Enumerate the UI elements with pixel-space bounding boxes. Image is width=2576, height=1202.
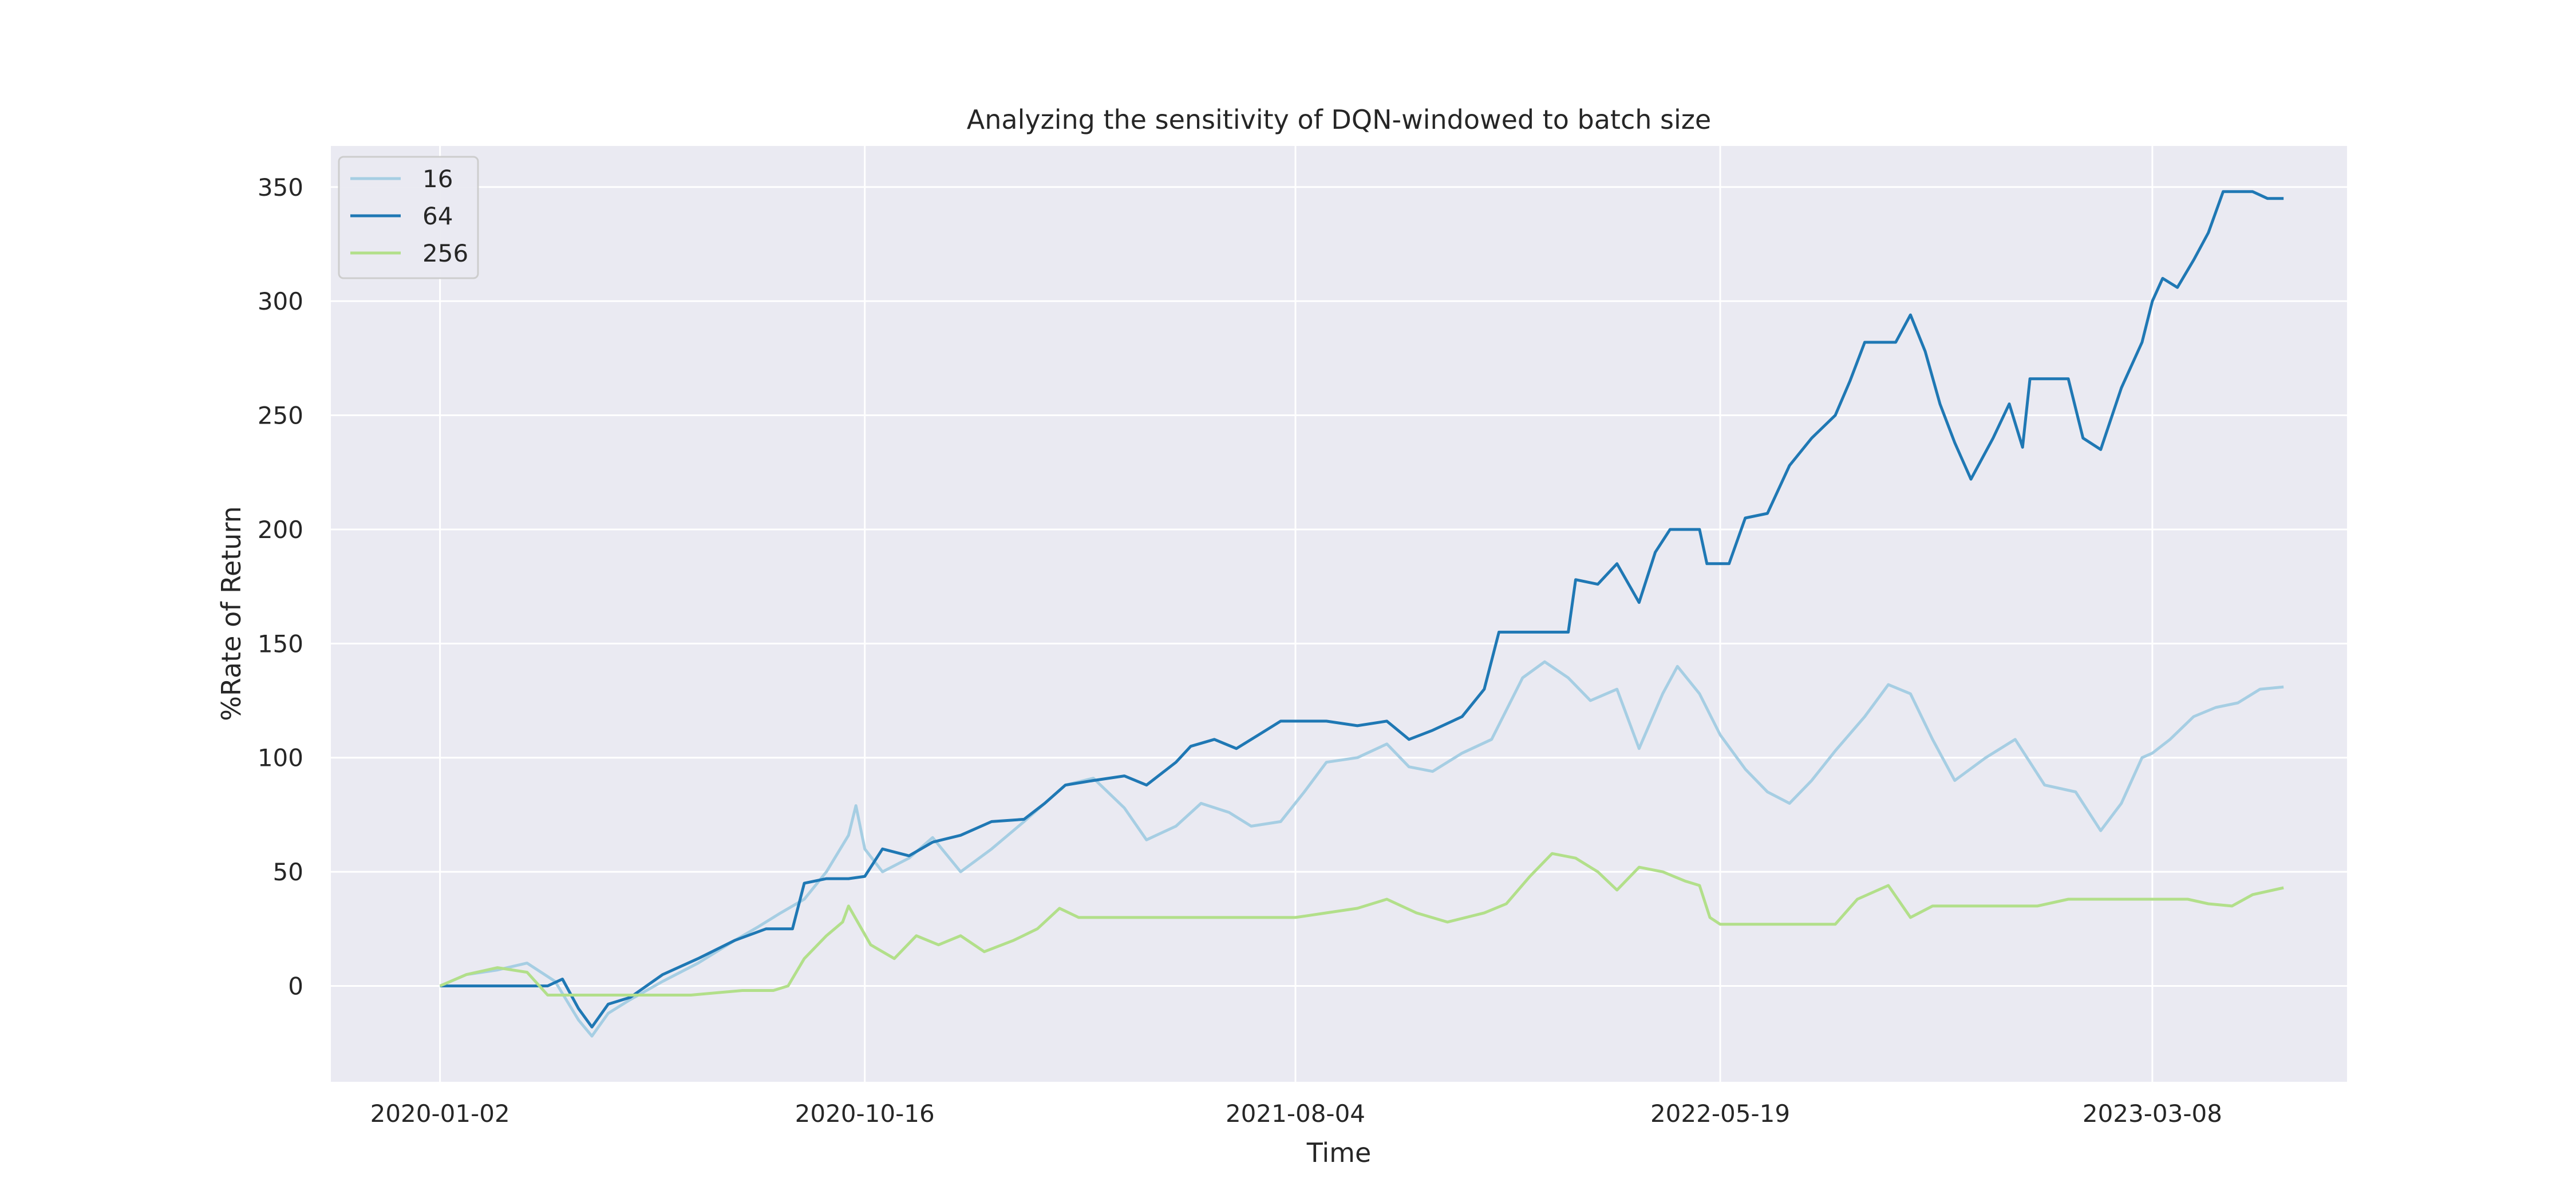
y-tick-label: 350 [258,173,303,201]
y-tick-label: 200 [258,516,303,544]
y-axis-label: %Rate of Return [216,506,247,721]
series-line-16 [439,660,2284,1038]
legend-label-16: 16 [422,165,453,193]
grid [331,146,2347,1082]
legend-box [338,156,479,279]
x-tick-label: 2022-05-19 [1650,1100,1790,1128]
series-line-64 [440,190,2284,1029]
x-tick-label: 2021-08-04 [1226,1100,1365,1128]
series-line-256 [439,852,2284,997]
y-tick-labels: 0 50 100 150 200 250 300 350 [258,173,303,1001]
series-group [439,190,2284,1038]
y-tick-label: 50 [273,858,303,886]
x-tick-label: 2020-01-02 [370,1100,510,1128]
plot-area [331,146,2347,1082]
x-tick-label: 2020-10-16 [795,1100,935,1128]
y-tick-label: 150 [258,630,303,658]
y-tick-label: 100 [258,744,303,772]
x-tick-label: 2023-03-08 [2083,1100,2222,1128]
legend-label-256: 256 [422,239,468,267]
y-tick-label: 250 [258,402,303,430]
y-tick-label: 300 [258,287,303,315]
x-tick-labels: 2020-01-02 2020-10-16 2021-08-04 2022-05-19… [370,1100,2222,1128]
x-axis-label: Time [1306,1137,1372,1168]
legend: 16 64 256 [338,156,479,279]
chart-title: Analyzing the sensitivity of DQN-windowe… [967,104,1711,135]
legend-label-64: 64 [422,202,453,230]
y-tick-label: 0 [288,972,303,1001]
